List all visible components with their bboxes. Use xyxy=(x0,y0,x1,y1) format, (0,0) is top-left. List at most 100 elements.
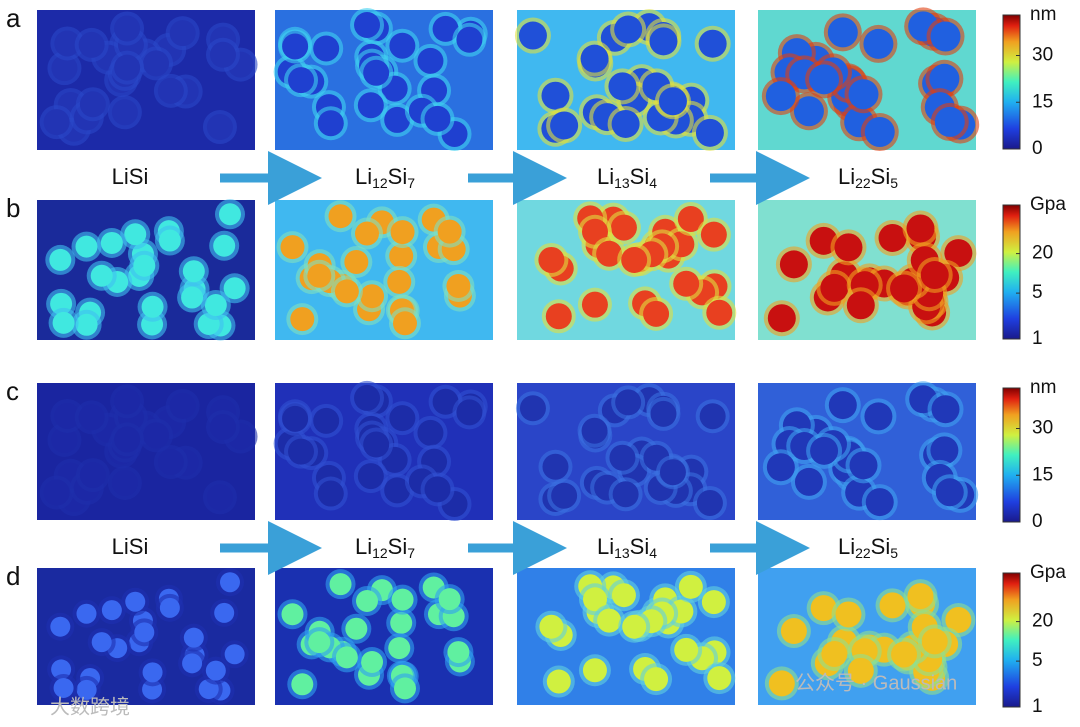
particle xyxy=(659,459,686,486)
particle xyxy=(780,618,807,645)
particle xyxy=(392,311,417,336)
particle xyxy=(615,389,642,416)
particle xyxy=(388,637,411,660)
particle xyxy=(157,449,184,476)
particle xyxy=(611,109,640,138)
panel-label: d xyxy=(6,561,20,591)
particle xyxy=(213,234,236,257)
particle xyxy=(612,481,639,508)
particle xyxy=(141,295,164,318)
particle xyxy=(701,590,726,615)
particle xyxy=(169,20,196,47)
simulation-map xyxy=(37,568,255,705)
particle xyxy=(658,87,687,116)
particle xyxy=(696,489,723,516)
particle xyxy=(114,54,141,81)
particle xyxy=(678,574,703,599)
particle xyxy=(317,480,344,507)
colorbar-tick-label: 0 xyxy=(1032,511,1043,532)
colorbar-tick-label: 15 xyxy=(1032,91,1053,112)
particle xyxy=(581,417,608,444)
particle xyxy=(673,270,700,297)
particle xyxy=(538,246,565,273)
particle xyxy=(424,105,451,132)
particle xyxy=(456,26,483,53)
subscript: 5 xyxy=(890,545,898,561)
particle xyxy=(609,444,636,471)
particle xyxy=(695,118,724,147)
particle xyxy=(182,260,205,283)
particle xyxy=(114,426,141,453)
particle xyxy=(700,221,727,248)
particle xyxy=(124,223,147,246)
particle xyxy=(79,91,106,118)
particle xyxy=(389,405,416,432)
particle xyxy=(674,637,699,662)
particle xyxy=(542,453,569,480)
element: Li xyxy=(838,534,855,559)
colorbar-tick-label: 30 xyxy=(1032,418,1053,439)
element: Si xyxy=(871,164,891,189)
panel-label: a xyxy=(6,3,21,33)
particle xyxy=(608,72,637,101)
particle xyxy=(390,220,415,245)
particle xyxy=(329,573,352,596)
particle xyxy=(357,463,384,490)
particle xyxy=(550,111,579,140)
simulation-map xyxy=(758,568,976,705)
particle xyxy=(391,588,414,611)
particle xyxy=(945,607,972,634)
particle xyxy=(328,204,353,229)
particle xyxy=(810,595,837,622)
particle xyxy=(545,303,572,330)
particle xyxy=(335,646,358,669)
particle xyxy=(51,55,78,82)
simulation-map xyxy=(517,200,737,340)
particle xyxy=(891,641,918,668)
simulation-map xyxy=(517,568,736,705)
simulation-map xyxy=(275,568,493,705)
particle xyxy=(307,263,332,288)
particle xyxy=(581,218,608,245)
particle xyxy=(133,254,156,277)
particle xyxy=(446,274,471,299)
particle xyxy=(437,219,462,244)
particle xyxy=(699,403,726,430)
particle xyxy=(944,239,973,268)
particle xyxy=(864,402,893,431)
particle xyxy=(218,203,241,226)
particle xyxy=(849,451,878,480)
particle xyxy=(206,484,233,511)
panel-label: c xyxy=(6,376,19,406)
colorbar-unit: nm xyxy=(1030,4,1056,25)
particle xyxy=(768,670,795,697)
particle xyxy=(76,679,97,700)
particle xyxy=(282,33,309,60)
subscript: 4 xyxy=(649,175,657,191)
colorbar xyxy=(1002,572,1021,708)
particle xyxy=(51,426,78,453)
particle xyxy=(767,304,796,333)
particle xyxy=(424,476,451,503)
colorbar-tick-label: 0 xyxy=(1032,138,1043,159)
particle xyxy=(54,402,81,429)
particle xyxy=(54,30,81,57)
particle xyxy=(931,395,960,424)
particle xyxy=(334,279,359,304)
subscript: 13 xyxy=(614,545,630,561)
colorbar-tick-label: 1 xyxy=(1032,696,1043,717)
simulation-map xyxy=(273,7,493,151)
subscript: 7 xyxy=(407,175,415,191)
particle xyxy=(810,436,839,465)
particle xyxy=(865,488,894,517)
element: Si xyxy=(630,534,650,559)
simulation-map xyxy=(37,10,258,150)
colorbar-unit: Gpa xyxy=(1030,562,1066,583)
subscript: 5 xyxy=(890,175,898,191)
particle xyxy=(793,96,824,127)
particle xyxy=(308,631,331,654)
colorbar-unit: nm xyxy=(1030,377,1056,398)
phase-label: Li13Si4 xyxy=(597,534,657,561)
colorbar-unit: Gpa xyxy=(1030,194,1066,215)
